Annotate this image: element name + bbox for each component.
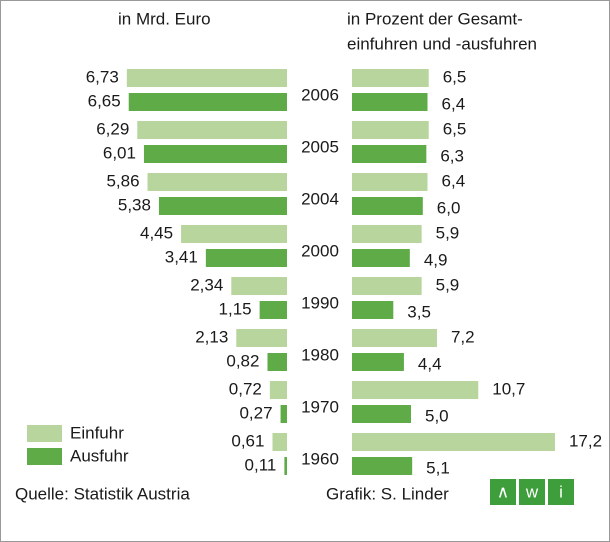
bar <box>126 69 288 87</box>
year-label: 1960 <box>301 449 339 468</box>
bar <box>259 301 287 319</box>
year-label: 1980 <box>301 345 339 364</box>
year-label: 1970 <box>301 397 339 416</box>
left-header: in Mrd. Euro <box>118 9 211 28</box>
legend-label: Einfuhr <box>70 423 124 442</box>
bar <box>128 93 287 111</box>
value-label: 0,61 <box>231 431 264 450</box>
value-label: 6,0 <box>437 198 461 217</box>
value-label: 6,01 <box>103 143 136 162</box>
value-label: 0,27 <box>239 403 272 422</box>
bar <box>352 225 422 243</box>
bar <box>158 197 287 215</box>
year-label: 1990 <box>301 293 339 312</box>
value-label: 5,38 <box>118 195 151 214</box>
value-label: 5,1 <box>426 458 450 477</box>
bar <box>280 405 287 423</box>
value-label: 10,7 <box>492 379 525 398</box>
bar <box>284 457 287 475</box>
value-label: 0,82 <box>226 351 259 370</box>
bar <box>352 69 429 87</box>
value-label: 2,13 <box>195 327 228 346</box>
year-label: 2005 <box>301 137 339 156</box>
value-label: 6,3 <box>440 146 464 165</box>
year-label: 2000 <box>301 241 339 260</box>
logo-letter: ∧ <box>497 482 509 501</box>
bar <box>269 381 287 399</box>
value-label: 6,73 <box>86 67 119 86</box>
legend-label: Ausfuhr <box>70 446 129 465</box>
legend-swatch <box>27 448 62 465</box>
value-label: 6,4 <box>442 171 466 190</box>
value-label: 6,5 <box>443 119 467 138</box>
bar <box>143 145 287 163</box>
bar <box>352 277 422 295</box>
value-label: 6,65 <box>88 91 121 110</box>
bar <box>272 433 287 451</box>
credit: Grafik: S. Linder <box>326 484 449 503</box>
right-header: einfuhren und -ausfuhren <box>347 34 537 53</box>
value-label: 4,9 <box>424 250 448 269</box>
bar <box>352 93 428 111</box>
bar <box>352 301 394 319</box>
bar <box>352 197 423 215</box>
value-label: 4,45 <box>140 223 173 242</box>
bar <box>205 249 287 267</box>
value-label: 6,29 <box>96 119 129 138</box>
value-label: 4,4 <box>418 354 442 373</box>
value-label: 2,34 <box>190 275 223 294</box>
value-label: 5,0 <box>425 406 449 425</box>
logo-box <box>490 479 516 505</box>
value-label: 0,72 <box>229 379 262 398</box>
value-label: 3,41 <box>165 247 198 266</box>
bar <box>352 381 479 399</box>
bar <box>352 145 427 163</box>
legend-swatch <box>27 425 62 442</box>
bar <box>352 457 413 475</box>
logo-letter: w <box>525 482 539 501</box>
value-label: 3,5 <box>407 302 431 321</box>
bar <box>267 353 287 371</box>
value-label: 17,2 <box>569 431 602 450</box>
bar <box>352 329 437 347</box>
value-label: 5,86 <box>106 171 139 190</box>
bar <box>352 121 429 139</box>
bar <box>352 353 404 371</box>
value-label: 7,2 <box>451 327 475 346</box>
logo-letter: i <box>559 482 563 501</box>
bar <box>147 173 287 191</box>
value-label: 6,4 <box>442 94 466 113</box>
year-label: 2006 <box>301 85 339 104</box>
logo-box <box>519 479 545 505</box>
year-label: 2004 <box>301 189 339 208</box>
bar <box>352 173 428 191</box>
value-label: 5,9 <box>436 275 460 294</box>
bar <box>236 329 287 347</box>
bar <box>181 225 287 243</box>
bar <box>352 405 411 423</box>
bar <box>352 249 410 267</box>
value-label: 6,5 <box>443 67 467 86</box>
value-label: 1,15 <box>219 299 252 318</box>
logo-box <box>548 479 574 505</box>
value-label: 5,9 <box>436 223 460 242</box>
bar <box>352 433 555 451</box>
source: Quelle: Statistik Austria <box>15 484 190 503</box>
value-label: 0,11 <box>245 455 277 474</box>
right-header: in Prozent der Gesamt- <box>347 9 523 28</box>
bar <box>137 121 287 139</box>
bar <box>231 277 287 295</box>
